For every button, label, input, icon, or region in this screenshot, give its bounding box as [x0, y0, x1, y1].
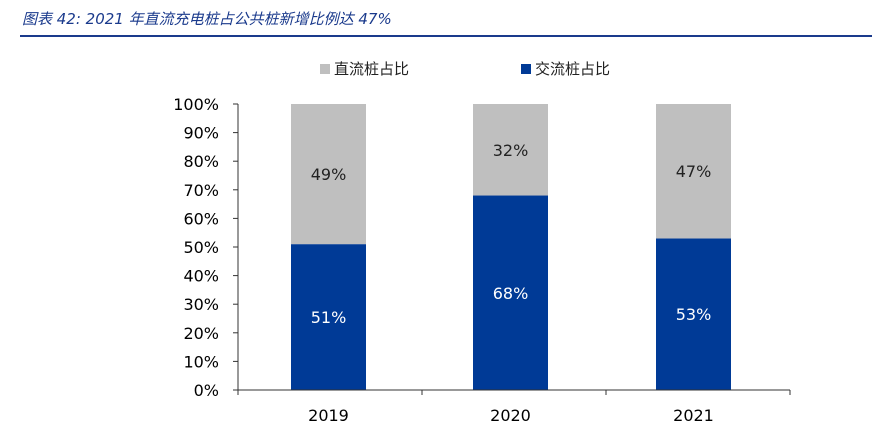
y-tick-label: 60% — [183, 209, 219, 228]
x-tick-label-2020: 2020 — [490, 406, 531, 425]
x-tick-label-2021: 2021 — [673, 406, 714, 425]
bar-2021-series-0 — [656, 238, 731, 390]
figure-caption: 图表 42: 2021 年直流充电桩占公共桩新增比例达 47% — [22, 10, 392, 28]
bar-2019-series-1 — [291, 104, 366, 245]
y-tick-label: 40% — [183, 267, 219, 286]
bar-2020-series-1 — [473, 104, 548, 196]
bar-2021-series-1 — [656, 104, 731, 239]
y-tick-label: 80% — [183, 152, 219, 171]
data-label-2021-series-1: 47% — [676, 162, 712, 181]
caption-divider — [20, 35, 872, 37]
bar-2020-series-0 — [473, 195, 548, 390]
bar-2019-series-0 — [291, 244, 366, 390]
data-label-2020-series-1: 32% — [493, 141, 529, 160]
data-label-2020-series-0: 68% — [493, 284, 529, 303]
y-tick-label: 10% — [183, 352, 219, 371]
legend-label-1: 直流桩占比 — [334, 60, 409, 78]
x-tick-label-2019: 2019 — [308, 406, 349, 425]
legend-swatch-1 — [320, 64, 330, 74]
legend-swatch-0 — [521, 64, 531, 74]
x-axis: 2019 2020 2021 — [237, 389, 791, 425]
y-tick-label: 90% — [183, 124, 219, 143]
y-axis: 0% 10% 20% 30% 40% 50% 60% 70% 80% 90% 100% — [173, 95, 239, 400]
y-tick-label: 20% — [183, 324, 219, 343]
bars: 51% 49% 68% 32% 53% 47% — [291, 104, 731, 390]
data-label-2021-series-0: 53% — [676, 305, 712, 324]
y-tick-label: 0% — [194, 381, 219, 400]
legend-label-0: 交流桩占比 — [535, 60, 610, 78]
data-label-2019-series-1: 49% — [311, 165, 347, 184]
y-tick-label: 30% — [183, 295, 219, 314]
y-tick-label: 100% — [173, 95, 219, 114]
y-tick-label: 50% — [183, 238, 219, 257]
y-tick-label: 70% — [183, 181, 219, 200]
data-label-2019-series-0: 51% — [311, 308, 347, 327]
legend: 直流桩占比 交流桩占比 — [320, 60, 610, 78]
